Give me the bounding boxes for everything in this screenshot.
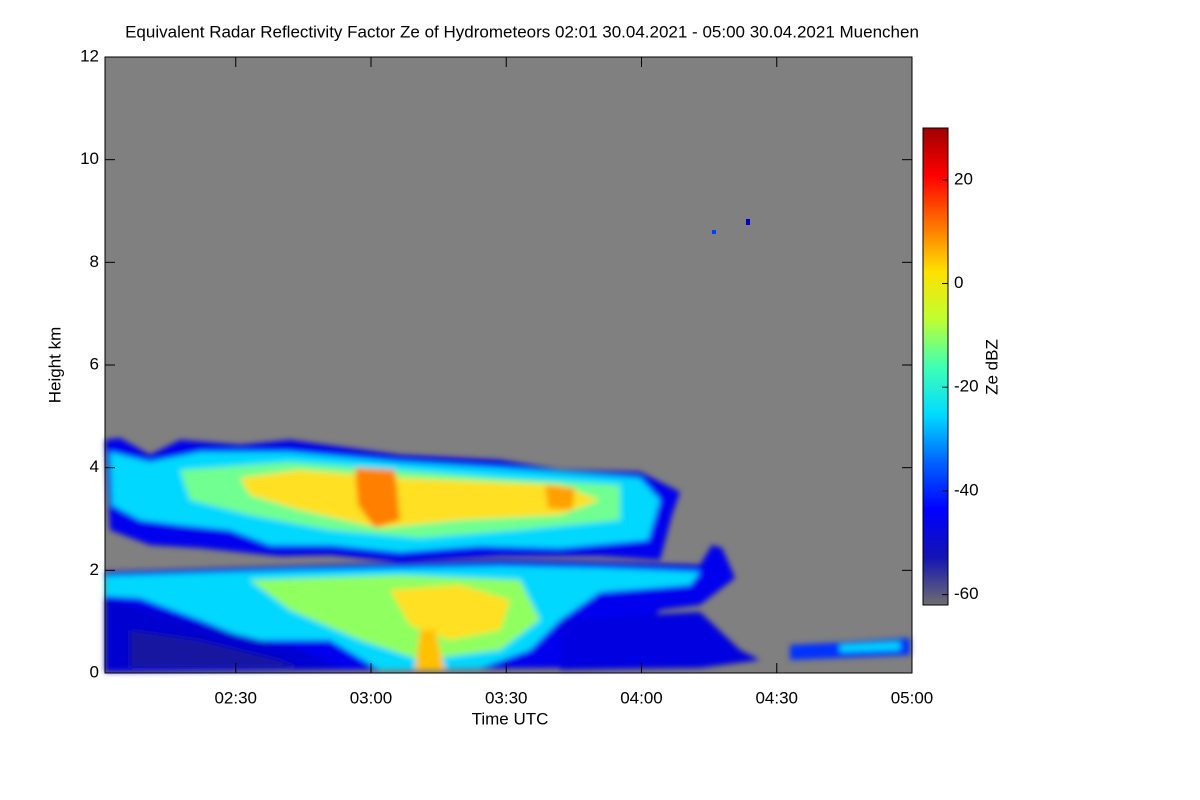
x-tick-label: 05:00 [891, 688, 934, 707]
y-axis-label: Height km [45, 327, 64, 404]
y-tick-label: 6 [90, 354, 99, 373]
y-tick-label: 8 [90, 252, 99, 271]
y-tick-label: 4 [90, 457, 99, 476]
colorbar [922, 127, 949, 606]
speck [712, 230, 716, 234]
y-tick-label: 2 [90, 560, 99, 579]
echo-layers [105, 438, 910, 672]
colorbar-tick-label: -60 [954, 584, 979, 603]
colorbar-tick-label: 20 [954, 169, 973, 188]
y-tick-label: 10 [80, 149, 99, 168]
y-tick-label: 12 [80, 46, 99, 65]
x-axis-label: Time UTC [472, 709, 549, 728]
x-tick-label: 04:30 [755, 688, 798, 707]
x-tick-label: 02:30 [214, 688, 257, 707]
colorbar-tick-label: 0 [954, 273, 963, 292]
colorbar-label: Ze dBZ [982, 339, 1001, 395]
chart-title: Equivalent Radar Reflectivity Factor Ze … [125, 22, 919, 41]
x-tick-label: 03:00 [350, 688, 393, 707]
colorbar-tick-label: -40 [954, 480, 979, 499]
x-tick-label: 04:00 [620, 688, 663, 707]
speck [746, 219, 750, 225]
y-tick-label: 0 [90, 662, 99, 681]
x-tick-label: 03:30 [485, 688, 528, 707]
colorbar-tick-label: -20 [954, 377, 979, 396]
